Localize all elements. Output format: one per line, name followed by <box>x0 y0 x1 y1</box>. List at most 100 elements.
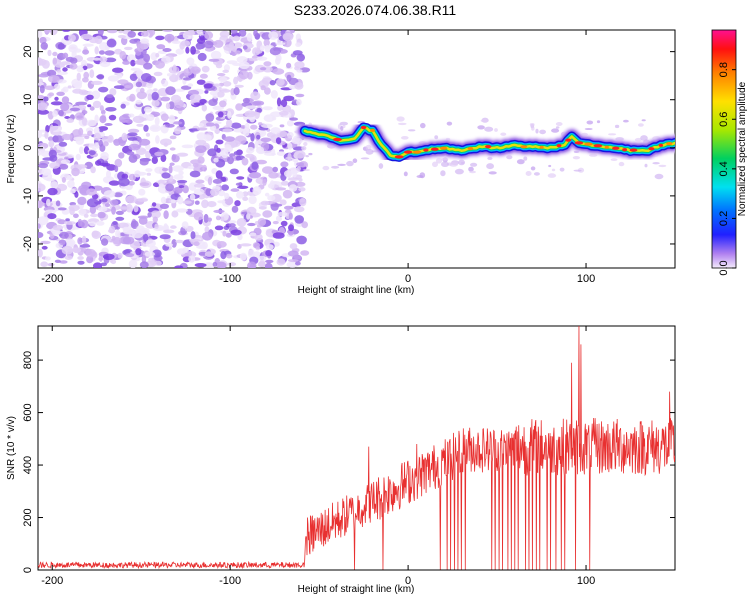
snr-xtick-label: 100 <box>577 575 595 587</box>
noise-speckle <box>262 166 274 174</box>
noise-speckle <box>120 103 126 109</box>
spectrogram-xtick-label: -100 <box>219 273 241 285</box>
noise-speckle <box>75 101 88 106</box>
ridge-halo-speckle <box>308 152 313 156</box>
noise-speckle <box>182 200 192 204</box>
noise-speckle <box>145 132 150 137</box>
noise-speckle <box>238 30 247 37</box>
noise-speckle <box>242 45 248 50</box>
noise-speckle <box>152 249 162 258</box>
noise-speckle <box>104 57 117 63</box>
noise-speckle <box>298 178 303 182</box>
noise-speckle <box>40 240 51 245</box>
noise-speckle <box>43 96 49 102</box>
noise-speckle <box>283 95 295 102</box>
noise-speckle <box>169 162 175 166</box>
noise-speckle <box>212 261 218 267</box>
noise-speckle <box>289 117 298 121</box>
spectrogram-xtick-label: 100 <box>577 273 595 285</box>
noise-speckle <box>296 235 307 245</box>
noise-speckle <box>40 261 49 268</box>
spectrogram-ytick-label: -10 <box>22 188 34 204</box>
noise-speckle <box>74 81 82 90</box>
noise-speckle <box>171 239 177 248</box>
ridge-halo-speckle <box>435 157 443 164</box>
noise-speckle <box>227 262 237 267</box>
noise-speckle <box>203 262 215 268</box>
ridge-halo-speckle <box>551 128 560 133</box>
noise-speckle <box>86 188 97 196</box>
noise-speckle <box>262 210 273 218</box>
noise-speckle <box>104 123 113 126</box>
noise-speckle <box>44 30 52 33</box>
noise-speckle <box>165 86 176 96</box>
noise-speckle <box>163 229 175 234</box>
ridge-hotspot <box>593 144 603 148</box>
noise-speckle <box>140 38 149 44</box>
noise-speckle <box>230 229 242 236</box>
noise-speckle <box>194 263 207 268</box>
noise-speckle <box>265 244 274 250</box>
noise-speckle <box>188 182 197 191</box>
ridge-hotspot <box>574 141 584 145</box>
noise-speckle <box>69 63 78 70</box>
noise-speckle <box>240 243 252 247</box>
ridge-halo-speckle <box>608 133 617 136</box>
noise-speckle <box>124 46 133 51</box>
noise-speckle <box>182 185 189 194</box>
noise-speckle <box>38 73 49 78</box>
noise-speckle <box>236 218 247 227</box>
spectrogram-ytick-label: 20 <box>22 46 34 58</box>
noise-speckle <box>97 30 104 36</box>
noise-speckle <box>183 30 196 36</box>
noise-speckle <box>267 195 276 201</box>
noise-speckle <box>287 152 292 162</box>
noise-speckle <box>86 94 94 101</box>
noise-speckle <box>88 150 96 156</box>
noise-speckle <box>159 234 171 240</box>
noise-speckle <box>118 152 125 159</box>
noise-speckle <box>246 206 257 215</box>
ridge-halo-speckle <box>468 166 474 172</box>
noise-speckle <box>49 162 60 169</box>
noise-speckle <box>132 115 145 124</box>
noise-speckle <box>47 187 58 196</box>
noise-speckle <box>147 212 152 218</box>
noise-speckle <box>250 124 258 130</box>
noise-speckle <box>91 230 99 238</box>
noise-speckle <box>298 187 306 192</box>
noise-speckle <box>288 224 294 232</box>
ridge-halo-speckle <box>477 125 485 130</box>
noise-speckle <box>143 53 151 63</box>
ridge-halo-speckle <box>401 136 409 140</box>
noise-speckle <box>56 69 62 73</box>
noise-speckle <box>162 30 173 32</box>
noise-speckle <box>61 133 73 141</box>
noise-speckle <box>45 178 56 182</box>
ridge-hotspot <box>412 150 422 154</box>
noise-speckle <box>82 65 88 71</box>
noise-speckle <box>154 223 159 230</box>
noise-speckle <box>98 86 109 93</box>
noise-speckle <box>113 85 126 89</box>
noise-speckle <box>262 178 267 186</box>
noise-speckle <box>213 39 224 48</box>
noise-speckle <box>233 87 240 96</box>
ridge-halo-speckle <box>652 162 660 165</box>
noise-speckle <box>59 231 69 239</box>
noise-speckle <box>77 256 84 260</box>
noise-speckle <box>151 202 157 207</box>
noise-speckle <box>38 94 45 99</box>
noise-speckle <box>204 47 214 52</box>
noise-speckle <box>69 107 81 112</box>
noise-speckle <box>118 114 130 123</box>
noise-speckle <box>59 260 68 264</box>
ridge-halo-speckle <box>555 126 560 129</box>
colorbar-tick-label: 0.6 <box>718 112 730 127</box>
noise-speckle <box>69 57 78 64</box>
noise-speckle <box>187 83 194 87</box>
noise-speckle <box>38 30 43 38</box>
noise-speckle <box>135 99 142 105</box>
noise-speckle <box>86 119 97 127</box>
